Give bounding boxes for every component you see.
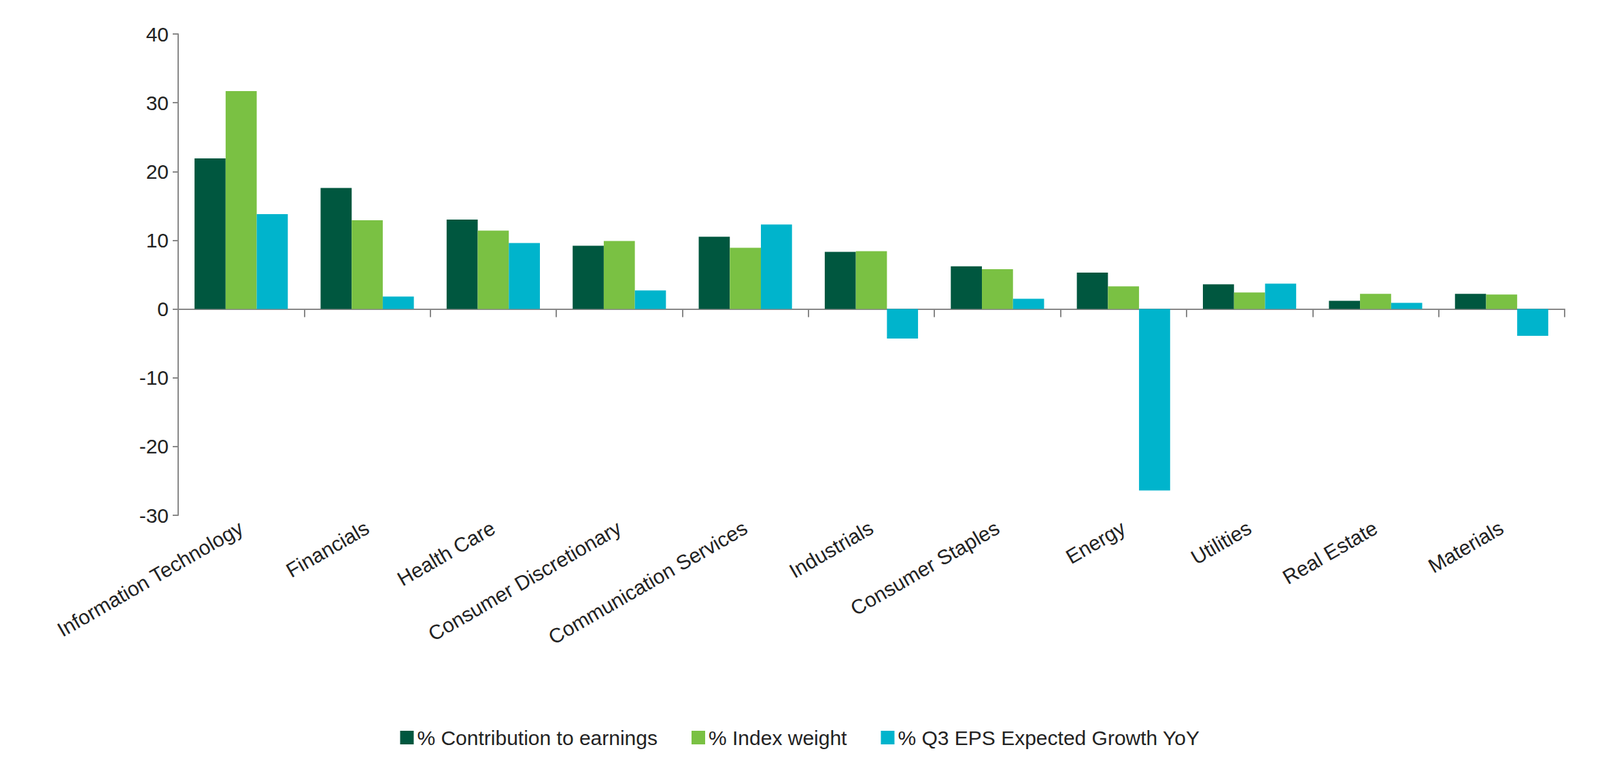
svg-text:-20: -20 bbox=[139, 435, 169, 458]
svg-text:30: 30 bbox=[146, 91, 169, 115]
svg-text:Consumer Discretionary: Consumer Discretionary bbox=[424, 516, 625, 646]
svg-text:Communication Services: Communication Services bbox=[544, 516, 752, 649]
svg-text:0: 0 bbox=[157, 297, 169, 321]
svg-text:40: 40 bbox=[146, 23, 169, 46]
svg-text:Real Estate: Real Estate bbox=[1278, 516, 1382, 589]
svg-text:Industrials: Industrials bbox=[785, 516, 878, 583]
svg-text:-30: -30 bbox=[139, 504, 169, 527]
svg-text:-10: -10 bbox=[139, 366, 169, 389]
svg-text:Utilities: Utilities bbox=[1187, 516, 1256, 570]
svg-text:Consumer Staples: Consumer Staples bbox=[846, 516, 1003, 621]
svg-text:10: 10 bbox=[146, 229, 169, 252]
svg-text:Energy: Energy bbox=[1062, 516, 1130, 569]
svg-text:Financials: Financials bbox=[282, 516, 373, 583]
svg-text:Health Care: Health Care bbox=[393, 516, 500, 591]
svg-text:Materials: Materials bbox=[1424, 516, 1508, 578]
svg-text:% Q3 EPS Expected Growth YoY: % Q3 EPS Expected Growth YoY bbox=[897, 726, 1200, 750]
svg-text:% Contribution to earnings: % Contribution to earnings bbox=[416, 726, 658, 750]
svg-text:Information Technology: Information Technology bbox=[53, 516, 247, 642]
svg-text:% Index weight: % Index weight bbox=[708, 726, 848, 750]
svg-text:20: 20 bbox=[146, 160, 169, 183]
